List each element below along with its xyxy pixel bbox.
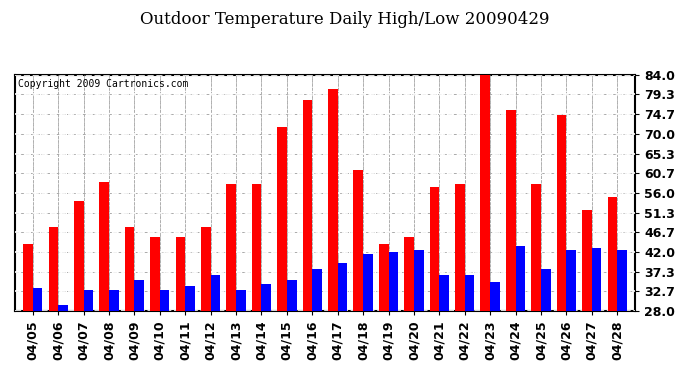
Bar — [430, 187, 440, 375]
Bar — [337, 263, 347, 375]
Bar — [210, 275, 220, 375]
Bar — [201, 227, 210, 375]
Bar — [388, 252, 398, 375]
Bar — [135, 280, 144, 375]
Text: Copyright 2009 Cartronics.com: Copyright 2009 Cartronics.com — [18, 79, 188, 89]
Bar — [83, 290, 93, 375]
Bar — [287, 280, 297, 375]
Bar — [277, 128, 287, 375]
Bar — [607, 197, 617, 375]
Bar — [506, 111, 515, 375]
Bar — [592, 248, 602, 375]
Bar — [480, 72, 490, 375]
Bar — [303, 100, 313, 375]
Bar — [236, 290, 246, 375]
Bar — [328, 89, 337, 375]
Bar — [379, 244, 388, 375]
Bar — [226, 184, 236, 375]
Bar — [160, 290, 170, 375]
Bar — [363, 254, 373, 375]
Bar — [150, 237, 160, 375]
Bar — [313, 269, 322, 375]
Bar — [58, 305, 68, 375]
Bar — [531, 184, 541, 375]
Bar — [74, 201, 83, 375]
Bar — [262, 284, 271, 375]
Bar — [48, 227, 58, 375]
Bar — [125, 227, 135, 375]
Bar — [455, 184, 465, 375]
Bar — [23, 244, 33, 375]
Bar — [490, 282, 500, 375]
Bar — [541, 269, 551, 375]
Bar — [557, 115, 566, 375]
Bar — [353, 170, 363, 375]
Bar — [515, 246, 525, 375]
Bar — [404, 237, 414, 375]
Bar — [252, 184, 262, 375]
Bar — [175, 237, 185, 375]
Bar — [617, 250, 627, 375]
Text: Outdoor Temperature Daily High/Low 20090429: Outdoor Temperature Daily High/Low 20090… — [140, 11, 550, 28]
Bar — [99, 182, 109, 375]
Bar — [109, 290, 119, 375]
Bar — [185, 286, 195, 375]
Bar — [566, 250, 576, 375]
Bar — [465, 275, 475, 375]
Bar — [440, 275, 449, 375]
Bar — [33, 288, 43, 375]
Bar — [414, 250, 424, 375]
Bar — [582, 210, 592, 375]
